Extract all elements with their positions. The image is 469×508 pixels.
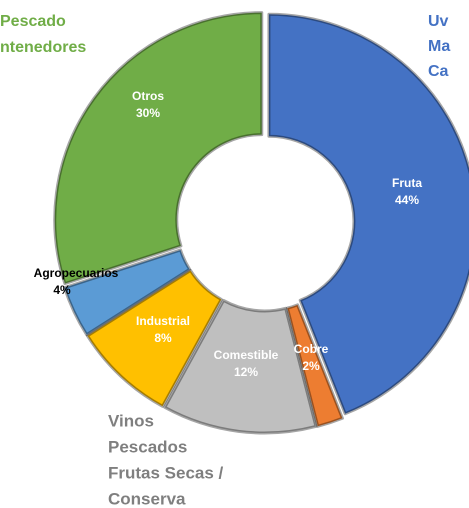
- annotation-line: Uv: [428, 13, 449, 30]
- donut-segment: [63, 248, 192, 337]
- annotation-line: Frutas Secas /: [108, 463, 224, 482]
- segment-label: Otros: [132, 89, 164, 103]
- segment-value: 4%: [53, 283, 71, 297]
- segment-value: 12%: [234, 365, 258, 379]
- annotation-line: Ca: [428, 63, 449, 80]
- donut-segment: [53, 11, 264, 286]
- segment-label: Comestible: [214, 348, 279, 362]
- annotation-line: Ma: [428, 38, 450, 55]
- annotation-line: Conserva: [108, 489, 186, 508]
- segment-value: 8%: [154, 331, 172, 345]
- segment-label: Agropecuarios: [34, 266, 119, 280]
- segment-value: 2%: [302, 359, 320, 373]
- segment-label: Cobre: [294, 342, 329, 356]
- donut-segment: [163, 298, 318, 435]
- annotation-line: Vinos: [108, 411, 154, 430]
- segment-value: 30%: [136, 106, 160, 120]
- donut-segment: [85, 268, 223, 408]
- segment-label: Industrial: [136, 314, 190, 328]
- annotation-line: Pescado: [0, 13, 66, 30]
- segment-label: Fruta: [392, 176, 422, 190]
- annotation-line: ntenedores: [0, 39, 86, 56]
- donut-segment: [267, 12, 469, 416]
- segment-value: 44%: [395, 193, 419, 207]
- donut-segment: [285, 303, 344, 428]
- annotation-line: Pescados: [108, 437, 187, 456]
